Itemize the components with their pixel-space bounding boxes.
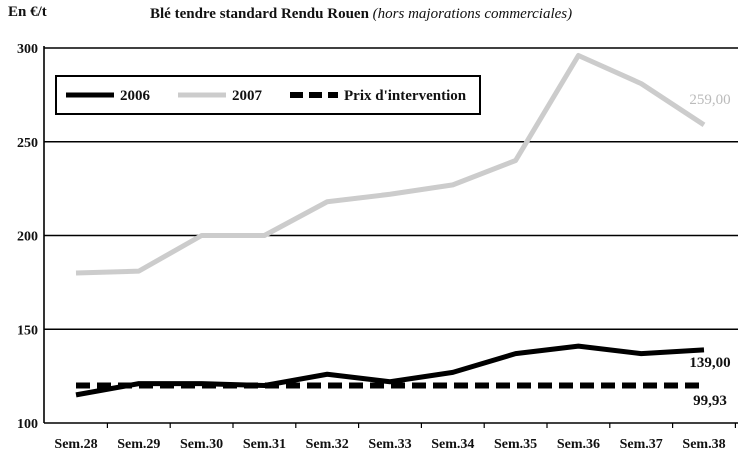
x-tick-label-sem-29: Sem.29 [117,437,160,452]
end-value-label-0: 259,00 [689,92,730,108]
x-tick-label-sem-33: Sem.33 [368,437,411,452]
y-tick-label-200: 200 [17,230,38,245]
title-subtitle: (hors majorations commerciales) [372,6,573,22]
x-tick-label-sem-31: Sem.31 [243,437,286,452]
legend-label-2: Prix d'intervention [344,88,467,104]
title-main: Blé tendre standard Rendu Rouen [150,6,369,22]
series-line-2006 [75,343,705,398]
x-tick-label-sem-32: Sem.32 [306,437,349,452]
end-value-label-1: 139,00 [689,355,730,371]
unit-label: En €/t [8,4,47,20]
x-tick-label-sem-30: Sem.30 [180,437,223,452]
x-tick-label-sem-35: Sem.35 [494,437,537,452]
y-tick-label-250: 250 [17,136,38,151]
x-tick-label-sem-38: Sem.38 [682,437,725,452]
legend-label-0: 2006 [120,88,151,104]
legend-box [55,75,481,115]
end-value-label-2: 99,93 [693,393,727,409]
x-tick-label-sem-36: Sem.36 [557,437,600,452]
x-tick-label-sem-28: Sem.28 [54,437,97,452]
y-tick-label-150: 150 [17,323,38,338]
y-tick-label-100: 100 [17,417,38,432]
y-tick-label-300: 300 [17,42,38,57]
chart-title: Blé tendre standard Rendu Rouen (hors ma… [150,6,572,23]
x-tick-label-sem-34: Sem.34 [431,437,474,452]
legend-label-1: 2007 [232,88,263,104]
x-tick-label-sem-37: Sem.37 [620,437,663,452]
series-line-2007 [75,53,706,276]
